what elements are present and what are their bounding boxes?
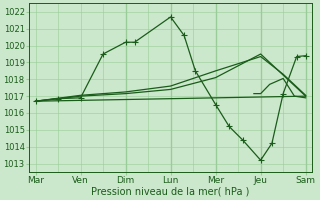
X-axis label: Pression niveau de la mer( hPa ): Pression niveau de la mer( hPa ) <box>92 187 250 197</box>
